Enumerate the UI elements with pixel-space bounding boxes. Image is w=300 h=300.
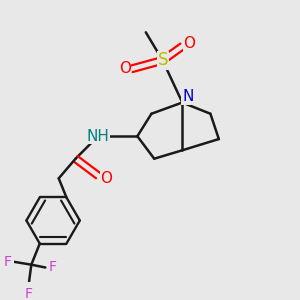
Text: F: F <box>48 260 56 274</box>
Text: O: O <box>183 36 195 51</box>
Text: S: S <box>158 51 168 69</box>
Text: NH: NH <box>87 129 110 144</box>
Text: N: N <box>182 89 194 104</box>
Text: O: O <box>119 61 131 76</box>
Text: F: F <box>25 286 32 300</box>
Text: O: O <box>100 171 112 186</box>
Text: F: F <box>3 255 11 269</box>
